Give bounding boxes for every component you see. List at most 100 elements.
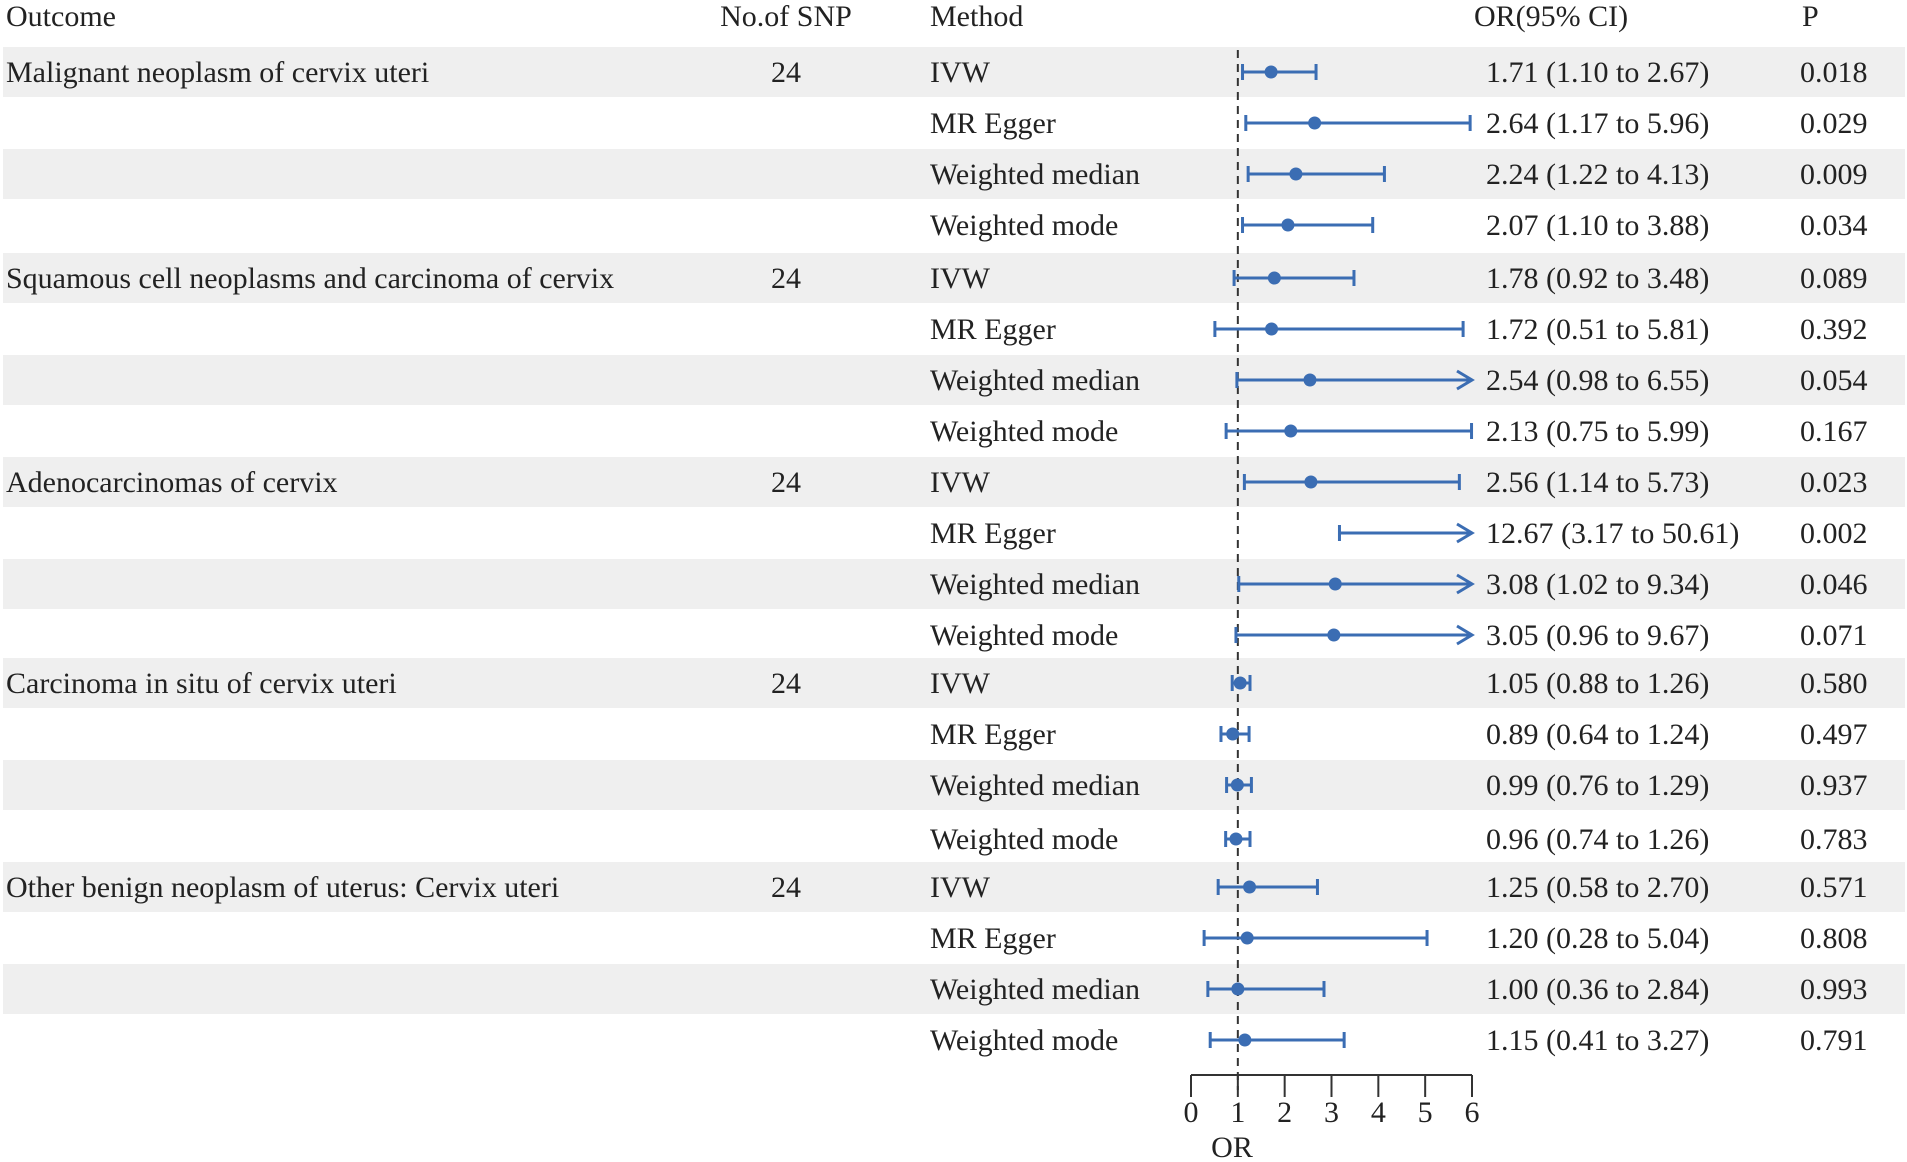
or-point: [1328, 577, 1342, 591]
p-value: 0.034: [1800, 209, 1868, 242]
method-label: MR Egger: [930, 922, 1056, 955]
or-ci-value: 1.15 (0.41 to 3.27): [1486, 1024, 1709, 1057]
method-label: Weighted median: [930, 158, 1140, 191]
or-ci-value: 2.54 (0.98 to 6.55): [1486, 364, 1709, 397]
row-stripe: [3, 964, 1905, 1014]
or-point: [1226, 727, 1240, 741]
outcome-label: Carcinoma in situ of cervix uteri: [6, 667, 397, 700]
row-stripe: [3, 658, 1905, 708]
header-p: P: [1802, 0, 1819, 33]
or-ci-value: 2.13 (0.75 to 5.99): [1486, 415, 1709, 448]
or-point: [1281, 218, 1295, 232]
row-stripe: [3, 355, 1905, 405]
header-nsnp: No.of SNP: [720, 0, 852, 33]
row-stripes: [3, 47, 1905, 1014]
x-tick-label: 2: [1277, 1096, 1292, 1129]
row-stripe: [3, 149, 1905, 199]
row-stripe: [3, 47, 1905, 97]
p-value: 0.029: [1800, 107, 1868, 140]
method-label: MR Egger: [930, 718, 1056, 751]
or-ci-value: 1.00 (0.36 to 2.84): [1486, 973, 1709, 1006]
header-outcome: Outcome: [6, 0, 116, 33]
p-value: 0.018: [1800, 56, 1868, 89]
or-point: [1231, 982, 1245, 996]
method-label: Weighted median: [930, 769, 1140, 802]
nsnp-value: 24: [771, 466, 801, 499]
or-ci-value: 3.05 (0.96 to 9.67): [1486, 619, 1709, 652]
method-label: Weighted median: [930, 568, 1140, 601]
outcome-label: Other benign neoplasm of uterus: Cervix …: [6, 871, 559, 904]
p-value: 0.046: [1800, 568, 1868, 601]
or-point: [1240, 931, 1254, 945]
method-label: IVW: [930, 667, 991, 700]
method-label: Weighted median: [930, 973, 1140, 1006]
or-point: [1265, 322, 1279, 336]
p-value: 0.054: [1800, 364, 1868, 397]
p-value: 0.023: [1800, 466, 1868, 499]
ci-arrow: [1456, 573, 1475, 595]
nsnp-value: 24: [771, 871, 801, 904]
x-axis-title: OR: [1211, 1131, 1253, 1162]
or-point: [1303, 373, 1317, 387]
p-value: 0.071: [1800, 619, 1868, 652]
or-point: [1304, 475, 1318, 489]
or-ci-value: 12.67 (3.17 to 50.61): [1486, 517, 1739, 550]
or-point: [1327, 628, 1341, 642]
or-point: [1230, 778, 1244, 792]
p-value: 0.009: [1800, 158, 1868, 191]
row-stripe: [3, 253, 1905, 303]
p-value: 0.993: [1800, 973, 1868, 1006]
x-tick-label: 5: [1418, 1096, 1433, 1129]
method-label: Weighted mode: [930, 1024, 1118, 1057]
p-value: 0.808: [1800, 922, 1868, 955]
ci-arrow: [1456, 522, 1475, 544]
p-value: 0.089: [1800, 262, 1868, 295]
table-text: Malignant neoplasm of cervix uteri 24 IVW 1…: [6, 56, 1868, 1057]
or-ci-value: 2.56 (1.14 to 5.73): [1486, 466, 1709, 499]
row-stripe: [3, 559, 1905, 609]
or-ci-value: 0.96 (0.74 to 1.26): [1486, 823, 1709, 856]
or-point: [1308, 116, 1322, 130]
or-ci-value: 2.64 (1.17 to 5.96): [1486, 107, 1709, 140]
nsnp-value: 24: [771, 56, 801, 89]
x-tick-label: 0: [1184, 1096, 1199, 1129]
row-stripe: [3, 457, 1905, 507]
p-value: 0.783: [1800, 823, 1868, 856]
or-ci-value: 1.25 (0.58 to 2.70): [1486, 871, 1709, 904]
or-ci-value: 2.07 (1.10 to 3.88): [1486, 209, 1709, 242]
method-label: IVW: [930, 56, 991, 89]
header-or: OR(95% CI): [1474, 0, 1628, 33]
or-ci-value: 1.78 (0.92 to 3.48): [1486, 262, 1709, 295]
or-point: [1289, 167, 1303, 181]
p-value: 0.580: [1800, 667, 1868, 700]
or-ci-value: 2.24 (1.22 to 4.13): [1486, 158, 1709, 191]
method-label: Weighted mode: [930, 415, 1118, 448]
p-value: 0.392: [1800, 313, 1868, 346]
p-value: 0.497: [1800, 718, 1868, 751]
method-label: MR Egger: [930, 107, 1056, 140]
p-value: 0.791: [1800, 1024, 1868, 1057]
row-stripe: [3, 862, 1905, 912]
or-ci-value: 3.08 (1.02 to 9.34): [1486, 568, 1709, 601]
method-label: MR Egger: [930, 517, 1056, 550]
header-method: Method: [930, 0, 1023, 33]
or-point: [1238, 1033, 1252, 1047]
or-ci-value: 0.99 (0.76 to 1.29): [1486, 769, 1709, 802]
method-label: Weighted mode: [930, 823, 1118, 856]
ci-arrow: [1456, 624, 1475, 646]
p-value: 0.937: [1800, 769, 1868, 802]
or-point: [1233, 676, 1247, 690]
method-label: IVW: [930, 262, 991, 295]
or-ci-value: 1.71 (1.10 to 2.67): [1486, 56, 1709, 89]
or-ci-value: 1.05 (0.88 to 1.26): [1486, 667, 1709, 700]
method-label: IVW: [930, 466, 991, 499]
outcome-label: Malignant neoplasm of cervix uteri: [6, 56, 429, 89]
p-value: 0.571: [1800, 871, 1868, 904]
p-value: 0.167: [1800, 415, 1868, 448]
or-point: [1267, 271, 1281, 285]
or-point: [1284, 424, 1298, 438]
method-label: MR Egger: [930, 313, 1056, 346]
or-ci-value: 1.20 (0.28 to 5.04): [1486, 922, 1709, 955]
method-label: Weighted median: [930, 364, 1140, 397]
